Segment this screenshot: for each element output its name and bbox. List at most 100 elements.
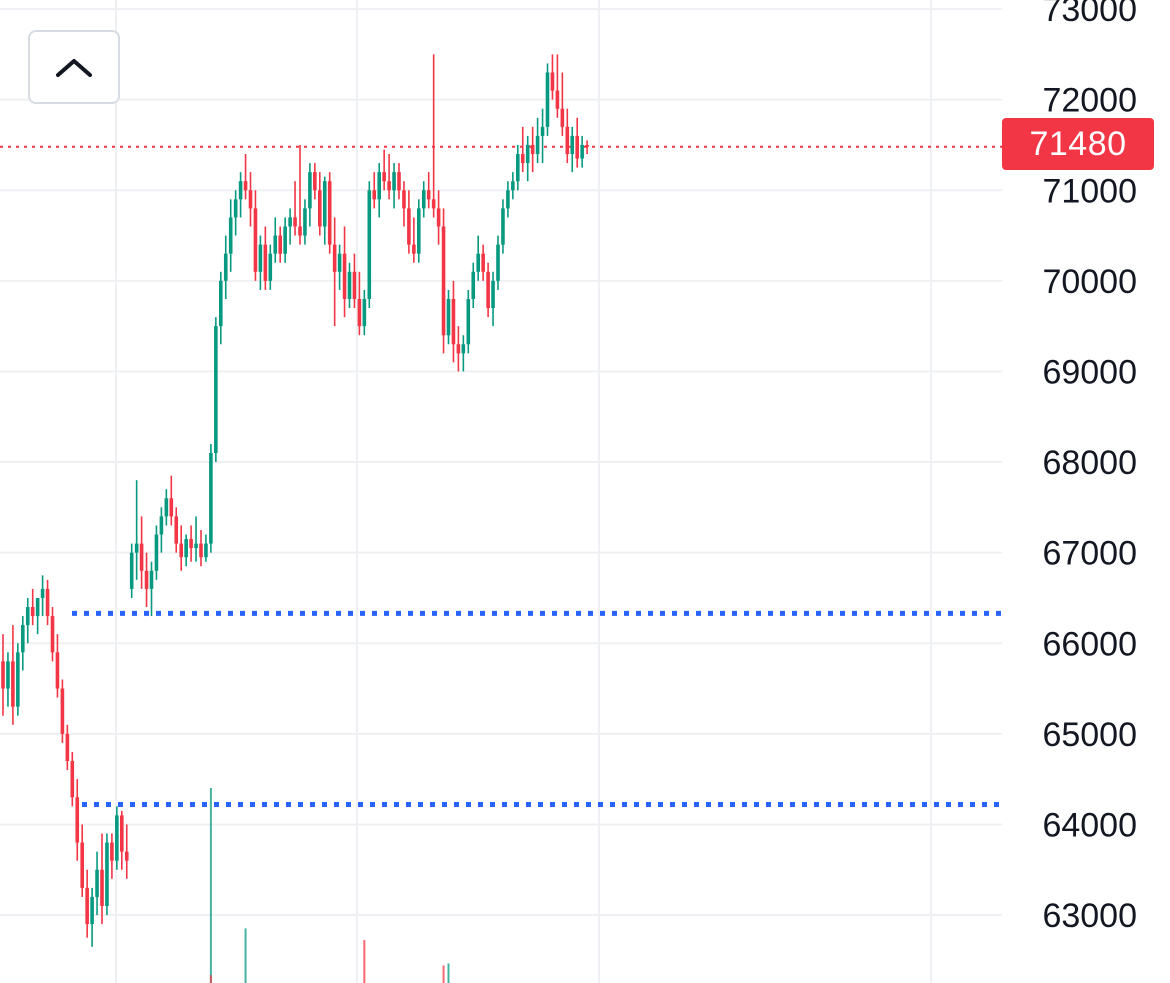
candle[interactable] xyxy=(446,289,451,345)
candle[interactable] xyxy=(342,226,347,318)
candle[interactable] xyxy=(35,597,40,635)
candle[interactable] xyxy=(520,126,525,173)
candle[interactable] xyxy=(372,172,377,209)
candle[interactable] xyxy=(555,54,560,118)
horizontal-lines[interactable] xyxy=(0,145,1002,808)
candle[interactable] xyxy=(466,289,471,354)
candle[interactable] xyxy=(238,172,243,218)
candle[interactable] xyxy=(580,135,584,168)
candle[interactable] xyxy=(357,271,362,336)
candle[interactable] xyxy=(431,54,436,218)
candle[interactable] xyxy=(496,235,500,290)
candle[interactable] xyxy=(25,597,30,644)
candle[interactable] xyxy=(491,271,495,327)
candle[interactable] xyxy=(501,199,505,254)
candle[interactable] xyxy=(308,163,312,227)
candle[interactable] xyxy=(471,262,476,309)
candle[interactable] xyxy=(16,643,20,716)
candle[interactable] xyxy=(164,489,169,526)
candle[interactable] xyxy=(45,579,50,626)
candle[interactable] xyxy=(560,72,565,136)
candle[interactable] xyxy=(481,244,485,281)
candle[interactable] xyxy=(417,199,421,263)
candle[interactable] xyxy=(110,833,114,879)
candle[interactable] xyxy=(461,335,466,372)
candle[interactable] xyxy=(575,117,579,168)
candle[interactable] xyxy=(421,181,426,218)
candle[interactable] xyxy=(248,172,253,227)
candle[interactable] xyxy=(184,534,188,567)
candle[interactable] xyxy=(174,507,179,553)
candle[interactable] xyxy=(511,172,515,200)
candle[interactable] xyxy=(535,117,540,164)
candle[interactable] xyxy=(85,869,89,938)
candle[interactable] xyxy=(65,724,70,771)
candle[interactable] xyxy=(154,525,159,580)
candle[interactable] xyxy=(199,530,203,567)
candle[interactable] xyxy=(134,480,139,580)
candle[interactable] xyxy=(540,108,545,164)
candle[interactable] xyxy=(525,135,530,182)
candle[interactable] xyxy=(1,634,5,716)
candle[interactable] xyxy=(367,181,372,309)
candle[interactable] xyxy=(228,199,233,272)
candle[interactable] xyxy=(392,163,396,209)
candle[interactable] xyxy=(115,806,119,870)
candle[interactable] xyxy=(347,262,352,309)
candle[interactable] xyxy=(322,176,327,245)
candle[interactable] xyxy=(273,217,278,263)
candle[interactable] xyxy=(214,317,218,463)
candle[interactable] xyxy=(486,262,490,318)
candle[interactable] xyxy=(11,625,15,725)
candle[interactable] xyxy=(120,810,124,870)
candle[interactable] xyxy=(332,217,337,327)
candle[interactable] xyxy=(313,163,317,200)
candle[interactable] xyxy=(530,126,535,173)
candle[interactable] xyxy=(441,208,446,354)
candle[interactable] xyxy=(516,144,520,191)
candle[interactable] xyxy=(21,616,25,671)
candle[interactable] xyxy=(382,149,386,191)
candle[interactable] xyxy=(258,235,263,290)
candle[interactable] xyxy=(194,516,198,562)
candle[interactable] xyxy=(565,108,570,164)
candle[interactable] xyxy=(268,244,273,290)
candle[interactable] xyxy=(6,652,10,707)
candle[interactable] xyxy=(169,475,174,526)
candle[interactable] xyxy=(80,824,84,897)
candle[interactable] xyxy=(209,443,213,553)
candle[interactable] xyxy=(362,289,367,336)
candle[interactable] xyxy=(100,833,104,925)
candle[interactable] xyxy=(243,154,248,200)
candle[interactable] xyxy=(387,154,391,200)
candle[interactable] xyxy=(451,280,456,363)
candle[interactable] xyxy=(40,575,45,617)
candle[interactable] xyxy=(179,525,183,571)
candle[interactable] xyxy=(149,561,154,617)
candle[interactable] xyxy=(377,163,381,218)
candle[interactable] xyxy=(30,588,35,626)
candle[interactable] xyxy=(352,253,357,309)
candle[interactable] xyxy=(506,181,510,218)
candle[interactable] xyxy=(129,543,134,598)
candle[interactable] xyxy=(337,244,342,290)
candle[interactable] xyxy=(298,144,302,245)
candle[interactable] xyxy=(233,190,238,236)
candle[interactable] xyxy=(327,172,332,254)
candle[interactable] xyxy=(50,607,55,662)
candle[interactable] xyxy=(436,190,441,245)
candle[interactable] xyxy=(288,208,292,245)
candle[interactable] xyxy=(397,163,401,200)
candle[interactable] xyxy=(303,199,307,245)
candle[interactable] xyxy=(456,326,461,372)
candle[interactable] xyxy=(60,679,65,743)
candle[interactable] xyxy=(55,634,60,698)
candle[interactable] xyxy=(253,190,258,281)
candle[interactable] xyxy=(545,63,550,136)
candle[interactable] xyxy=(570,126,575,173)
candle[interactable] xyxy=(407,190,411,254)
candle[interactable] xyxy=(412,217,416,263)
candle[interactable] xyxy=(189,525,193,562)
candle[interactable] xyxy=(70,751,75,807)
candle[interactable] xyxy=(144,552,149,608)
